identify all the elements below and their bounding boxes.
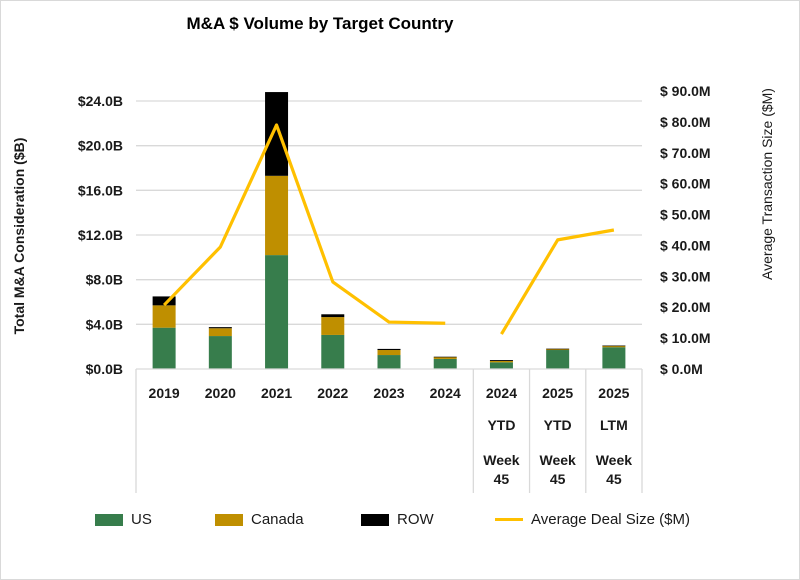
- x-tick-label: 2025: [542, 385, 573, 401]
- y2-tick-label: $ 70.0M: [660, 145, 711, 161]
- bar-canada: [321, 317, 345, 335]
- left-axis-title: Total M&A Consideration ($B): [11, 138, 27, 335]
- bar-canada: [489, 360, 513, 363]
- legend: US Canada ROW Average Deal Size ($M): [0, 511, 800, 535]
- y2-tick-label: $ 90.0M: [660, 83, 711, 99]
- y2-tick-label: $ 30.0M: [660, 268, 711, 284]
- y2-tick-label: $ 50.0M: [660, 207, 711, 223]
- left-axis-ticks: $0.0B $4.0B $8.0B $12.0B $16.0B $20.0B $24.0B: [78, 93, 123, 377]
- y2-tick-label: $ 10.0M: [660, 330, 711, 346]
- right-axis-title: Average Transaction Size ($M): [759, 88, 775, 280]
- bar-canada: [208, 328, 232, 337]
- bar-us: [546, 350, 570, 369]
- x-tick-label: 45: [606, 471, 622, 487]
- x-tick-label: LTM: [600, 417, 628, 433]
- y2-tick-label: $ 40.0M: [660, 237, 711, 253]
- x-tick-label: Week: [483, 452, 520, 468]
- chart-title: M&A $ Volume by Target Country: [186, 14, 454, 33]
- legend-label-avg: Average Deal Size ($M): [531, 511, 690, 528]
- bar-canada: [546, 348, 570, 351]
- bar-us: [433, 358, 457, 369]
- bar-us: [152, 327, 176, 369]
- y2-tick-label: $ 20.0M: [660, 299, 711, 315]
- bar-row: [602, 345, 626, 347]
- x-tick-label: Week: [596, 452, 633, 468]
- y2-tick-label: $ 0.0M: [660, 361, 703, 377]
- avg-deal-line-segment: [162, 123, 446, 325]
- bar-us: [377, 355, 401, 369]
- y2-tick-label: $ 80.0M: [660, 114, 711, 130]
- legend-item-avg: Average Deal Size ($M): [495, 511, 690, 528]
- bar-canada: [433, 357, 457, 359]
- y2-tick-label: $ 60.0M: [660, 176, 711, 192]
- x-tick-label: 2024: [486, 385, 517, 401]
- bar-canada: [265, 175, 289, 256]
- x-tick-label: Week: [540, 452, 577, 468]
- bar-row: [377, 348, 401, 351]
- x-tick-label: 2019: [149, 385, 180, 401]
- x-tick-label: 45: [550, 471, 566, 487]
- bar-canada: [602, 345, 626, 348]
- bar-row: [152, 296, 176, 306]
- y-tick-label: $0.0B: [86, 361, 123, 377]
- y-tick-label: $16.0B: [78, 182, 123, 198]
- legend-swatch-us: [95, 513, 123, 526]
- y-tick-label: $8.0B: [86, 272, 123, 288]
- legend-label-canada: Canada: [251, 511, 304, 528]
- legend-swatch-avg: [495, 518, 523, 521]
- legend-item-row: ROW: [361, 511, 434, 528]
- legend-swatch-row: [361, 513, 389, 526]
- bar-us: [265, 255, 289, 369]
- bars: [152, 92, 626, 369]
- y-tick-label: $24.0B: [78, 93, 123, 109]
- legend-swatch-canada: [215, 513, 243, 526]
- bar-row: [208, 327, 232, 329]
- legend-label-us: US: [131, 511, 152, 528]
- y-tick-label: $12.0B: [78, 227, 123, 243]
- avg-deal-line-segment: [500, 228, 615, 335]
- bar-row: [546, 348, 570, 350]
- bar-canada: [152, 305, 176, 328]
- x-tick-label: YTD: [487, 417, 515, 433]
- legend-label-row: ROW: [397, 511, 434, 528]
- bar-us: [489, 362, 513, 369]
- bar-row: [265, 92, 289, 176]
- x-tick-label: 2020: [205, 385, 236, 401]
- bar-us: [208, 336, 232, 369]
- x-tick-label: 2022: [317, 385, 348, 401]
- y-tick-label: $20.0B: [78, 138, 123, 154]
- y-tick-label: $4.0B: [86, 316, 123, 332]
- legend-item-canada: Canada: [215, 511, 304, 528]
- category-axis: 2019 2020 2021 2022 2023 2024 2024 YTD Week 45 202…: [135, 368, 643, 493]
- x-tick-label: 45: [494, 471, 510, 487]
- bar-us: [602, 347, 626, 369]
- avg-deal-line: [162, 123, 615, 335]
- legend-item-us: US: [95, 511, 152, 528]
- x-tick-label: 2021: [261, 385, 292, 401]
- gridlines: [136, 100, 642, 325]
- x-tick-label: 2023: [373, 385, 404, 401]
- bar-row: [489, 360, 513, 361]
- bar-row: [433, 356, 457, 358]
- x-tick-label: YTD: [544, 417, 572, 433]
- bar-canada: [377, 350, 401, 356]
- x-tick-label: 2024: [430, 385, 461, 401]
- bar-row: [321, 314, 345, 318]
- bar-us: [321, 334, 345, 369]
- x-tick-label: 2025: [598, 385, 629, 401]
- right-axis-ticks: $ 0.0M $ 10.0M $ 20.0M $ 30.0M $ 40.0M $ 50.0…: [660, 83, 711, 377]
